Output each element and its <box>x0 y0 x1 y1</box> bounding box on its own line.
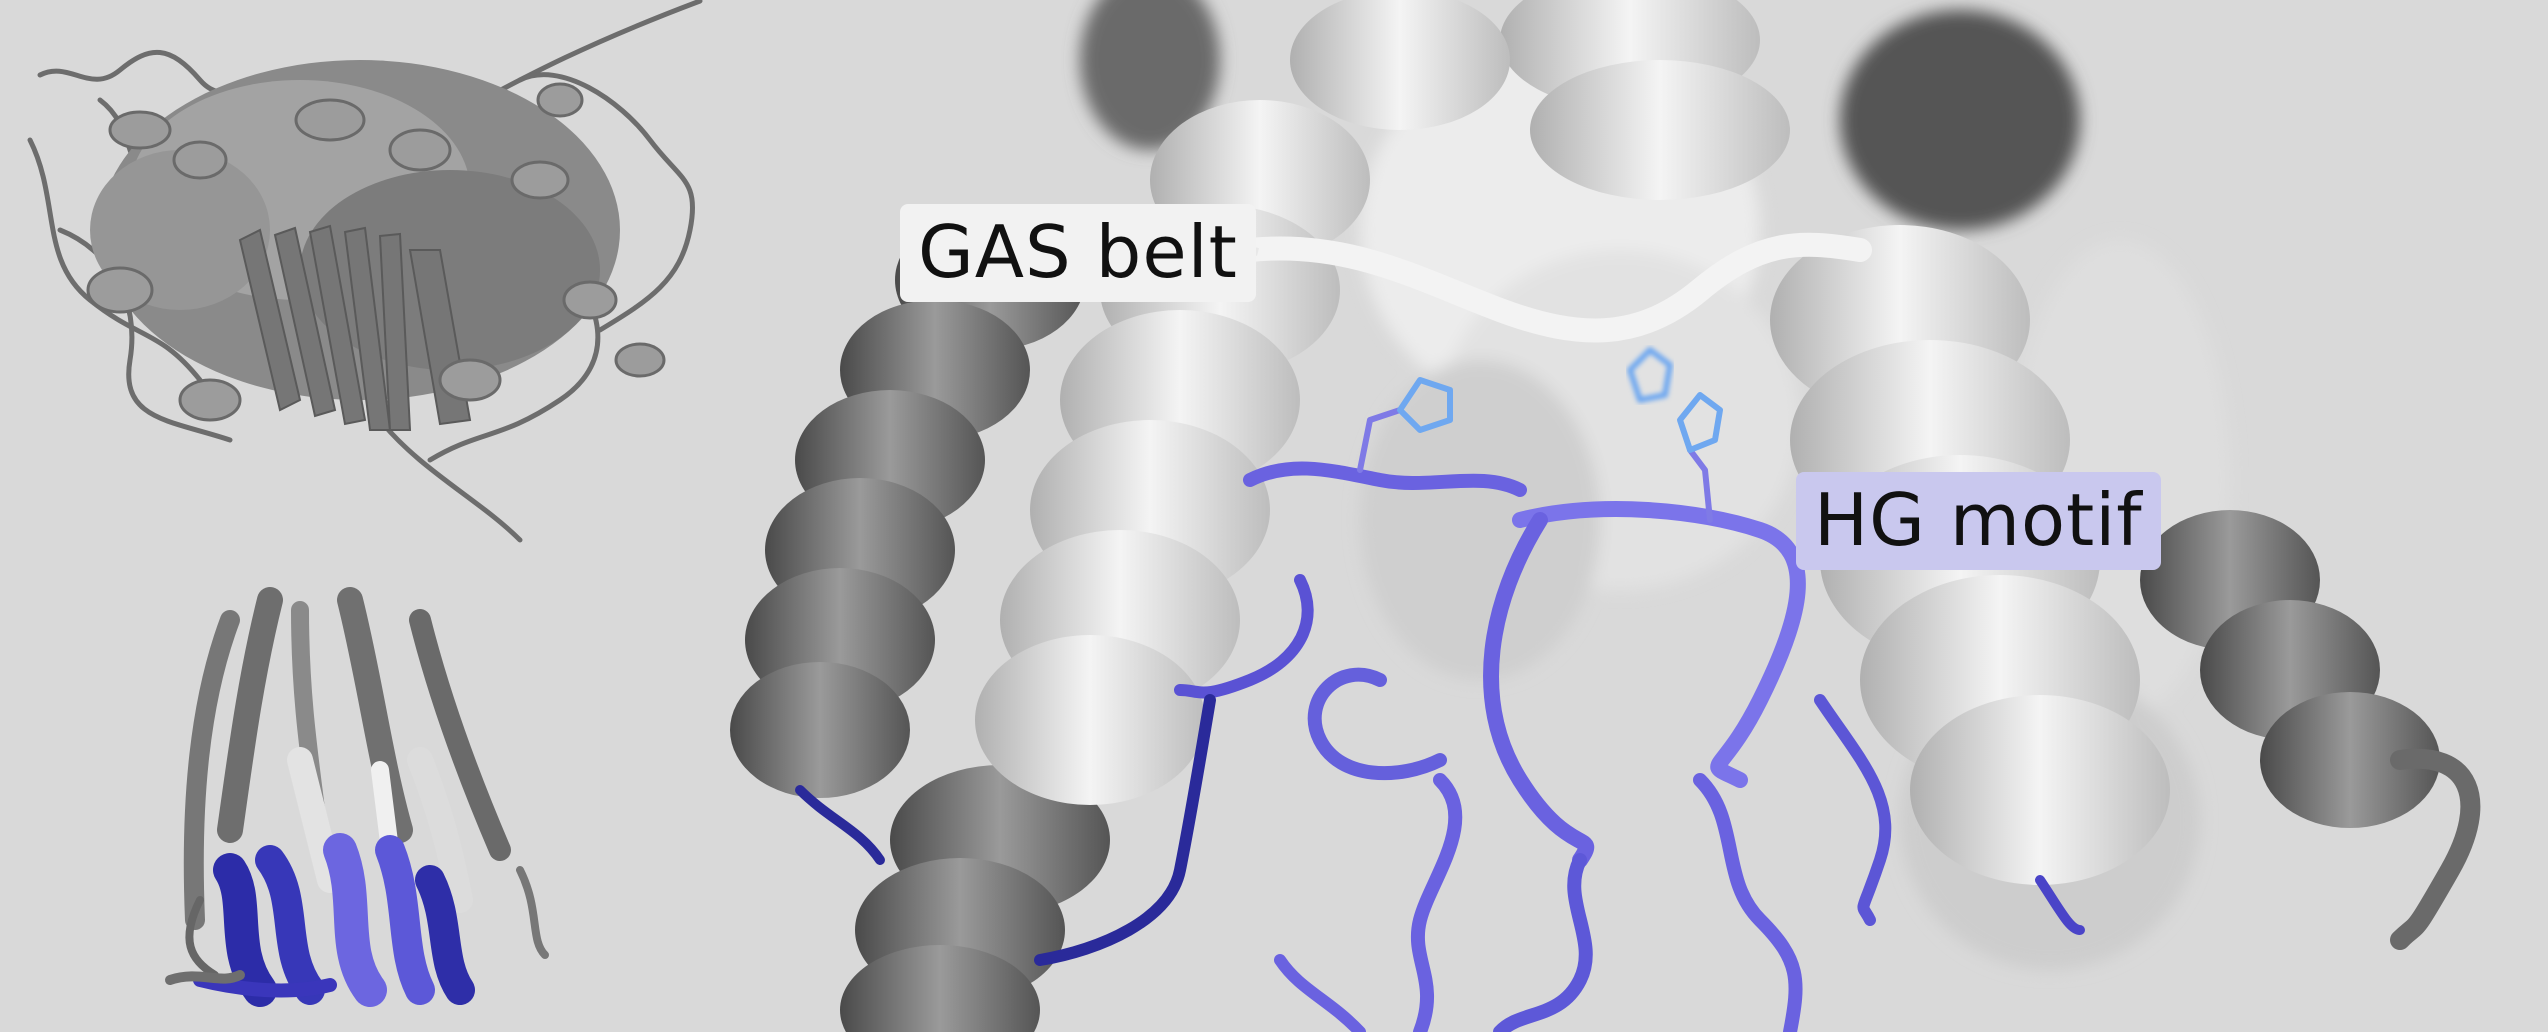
overview-blue-region <box>165 833 475 1007</box>
protein-overview <box>27 0 703 1007</box>
zoom-gray-helix-bottom <box>840 765 1110 1032</box>
zoom-gray-helix-left <box>730 210 1085 798</box>
hg-motif-label: HG motif <box>1796 472 2161 570</box>
histidine-side-chains <box>1357 347 1723 523</box>
gas-belt-loop <box>1238 232 1872 343</box>
zoom-gray-helix-right <box>2140 510 2440 828</box>
hg-motif-coils <box>795 461 2085 1032</box>
zoom-gray-tail-right <box>2390 748 2481 950</box>
protein-zoom <box>730 0 2481 1032</box>
overview-stalk <box>183 587 549 979</box>
zoom-white-helix-top <box>1290 0 1790 200</box>
zoom-white-helix-left <box>975 100 1370 805</box>
gas-belt-label: GAS belt <box>900 204 1256 302</box>
overview-helices-upper <box>86 82 666 422</box>
